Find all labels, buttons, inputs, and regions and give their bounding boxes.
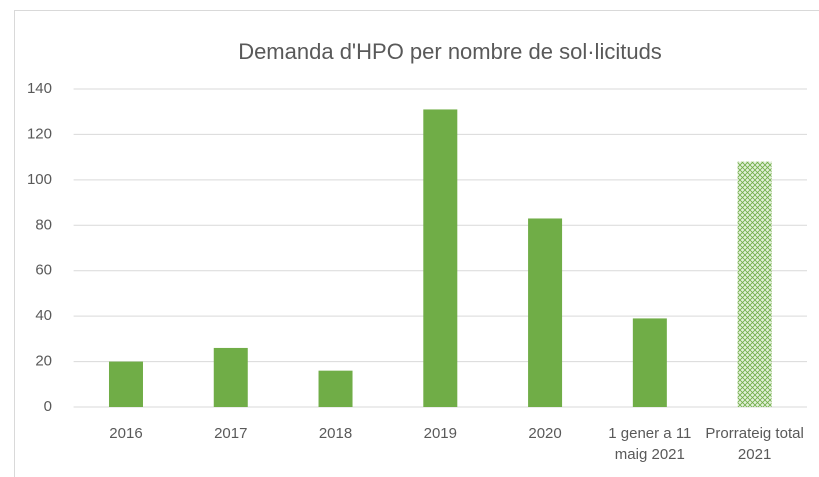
x-tick-label: 1 gener a 11 maig 2021 [608,425,692,463]
y-tick-label: 140 [27,80,52,97]
chart-border [14,10,819,477]
x-tick-label: 2017 [214,425,248,442]
bar [213,347,248,407]
y-tick-label: 0 [44,398,52,415]
x-tick-label: Prorrateig total 2021 [705,425,804,463]
bar [108,361,143,407]
x-tick-label: 2016 [109,425,143,442]
y-tick-label: 80 [35,216,52,233]
bar [737,161,772,407]
chart-title: Demanda d'HPO per nombre de sol·licituds [238,39,662,64]
x-tick-label: 2020 [528,425,562,442]
y-tick-label: 100 [27,171,52,188]
bar [318,370,353,407]
bar [528,218,563,407]
y-tick-label: 40 [35,307,52,324]
x-tick-label: 2019 [423,425,457,442]
y-tick-label: 120 [27,125,52,142]
y-tick-label: 60 [35,262,52,279]
bar [423,109,458,407]
bar [632,318,667,407]
x-tick-label: 2018 [318,425,353,442]
y-tick-label: 20 [35,353,52,370]
